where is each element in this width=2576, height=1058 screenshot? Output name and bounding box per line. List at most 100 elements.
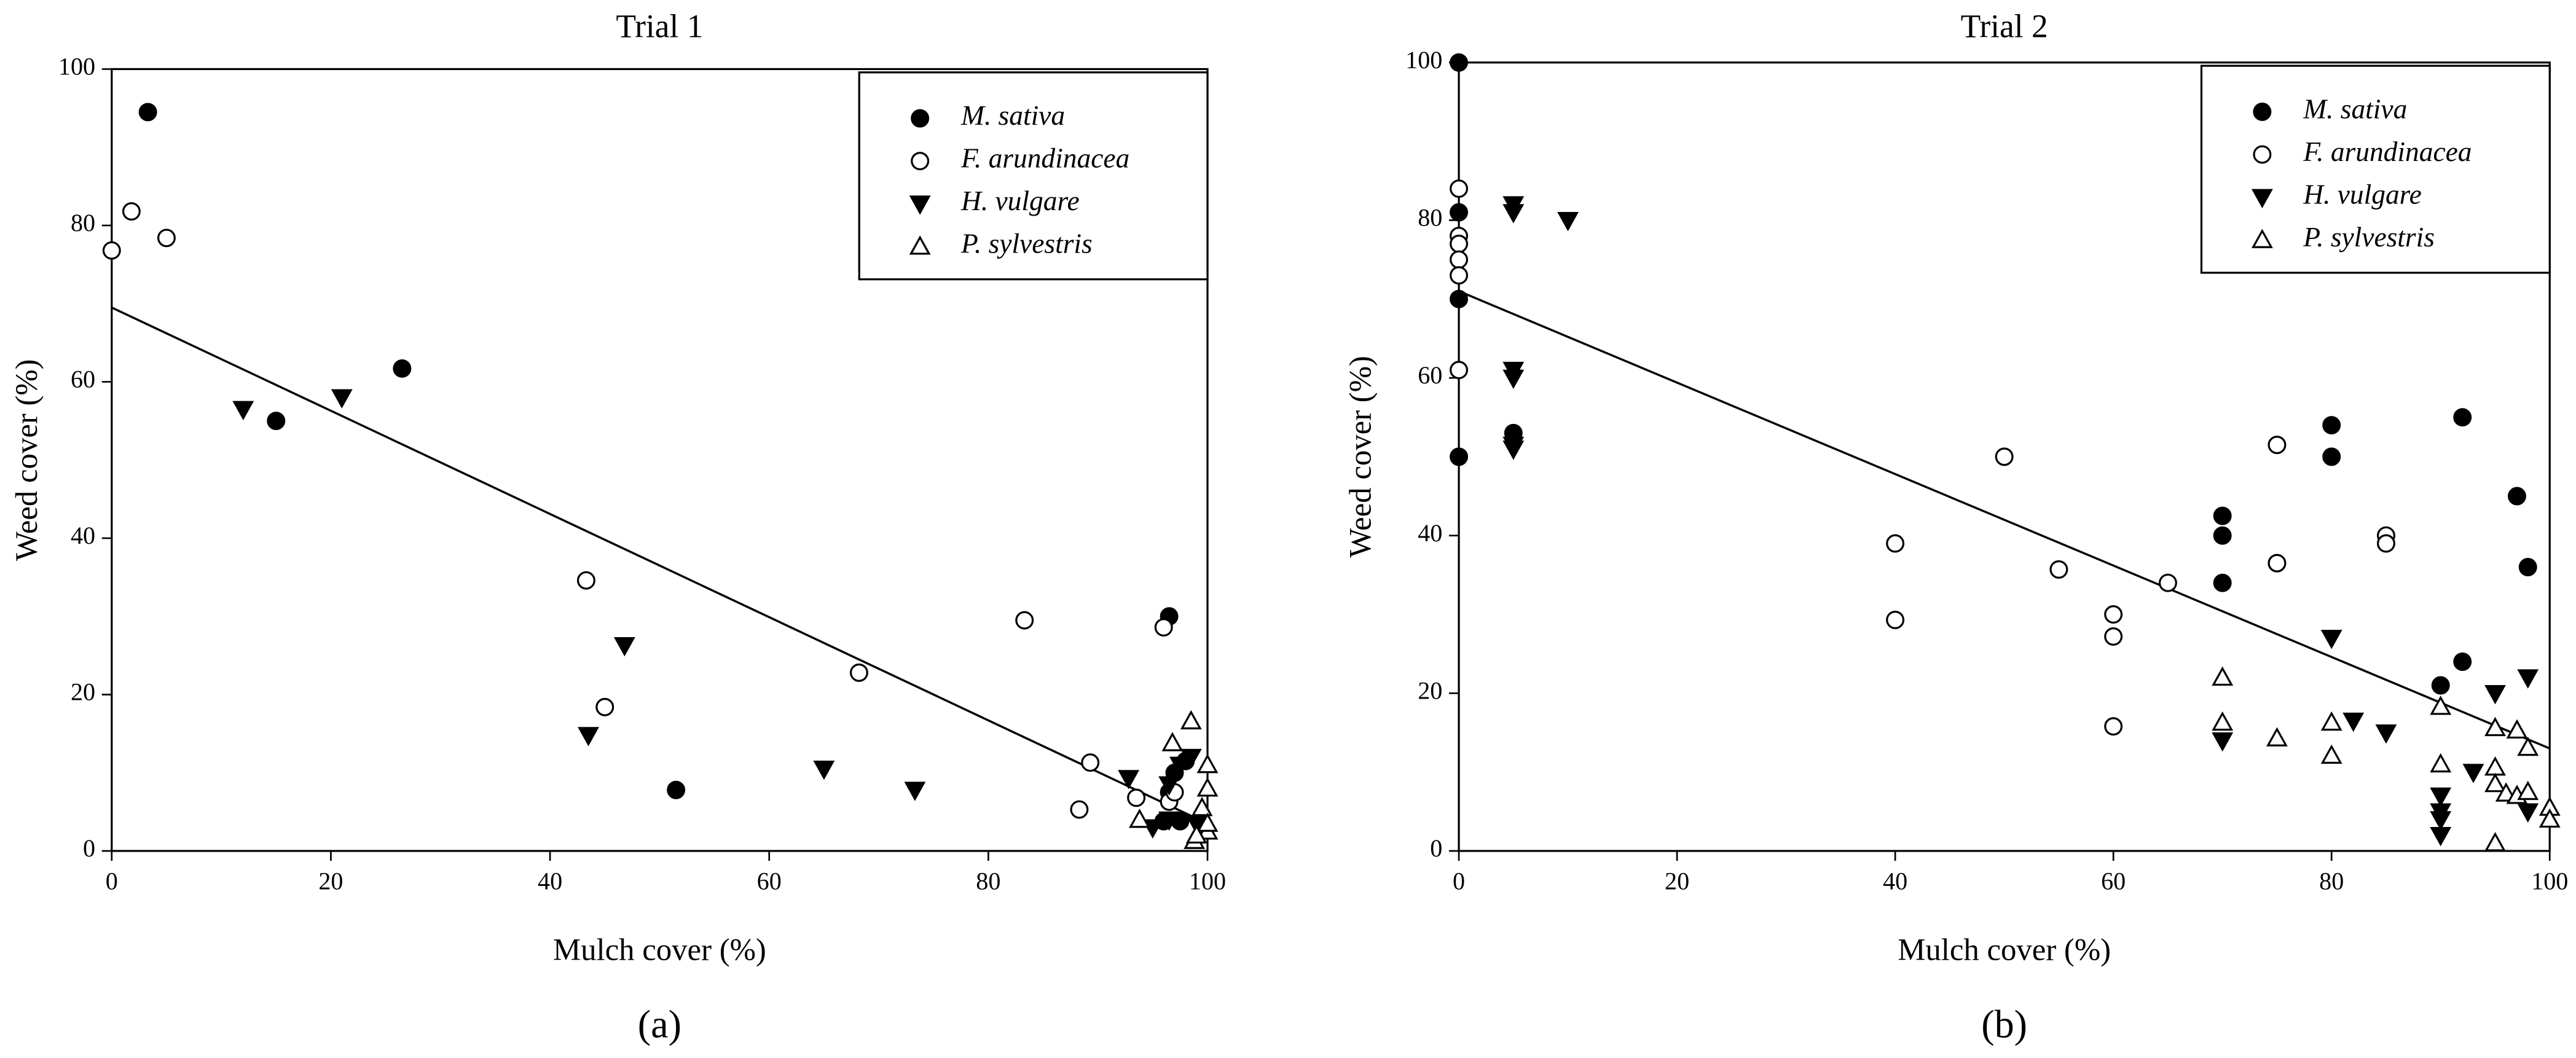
point bbox=[2212, 732, 2234, 752]
legend-label: F. arundinacea bbox=[2303, 136, 2472, 167]
point bbox=[393, 359, 412, 378]
point bbox=[2517, 736, 2539, 756]
point bbox=[2517, 780, 2539, 801]
legend-marker bbox=[909, 195, 931, 215]
point bbox=[904, 782, 926, 801]
point bbox=[2430, 811, 2452, 831]
x-tick-label: 80 bbox=[976, 868, 1000, 895]
legend-marker bbox=[2253, 145, 2272, 164]
point bbox=[2484, 684, 2506, 705]
legend-marker bbox=[909, 235, 931, 255]
legend-marker bbox=[911, 109, 930, 128]
point bbox=[2104, 717, 2123, 736]
y-tick-label: 0 bbox=[83, 834, 95, 862]
legend-label: M. sativa bbox=[960, 100, 1065, 131]
x-tick-label: 60 bbox=[757, 868, 782, 895]
point bbox=[1557, 212, 1579, 232]
legend-label: H. vulgare bbox=[2303, 179, 2422, 210]
legend-marker bbox=[2251, 229, 2273, 248]
point bbox=[1081, 753, 1100, 772]
point bbox=[2158, 573, 2177, 592]
point bbox=[2430, 696, 2452, 715]
x-tick-label: 20 bbox=[318, 868, 343, 895]
point bbox=[2518, 558, 2537, 576]
y-tick-label: 40 bbox=[71, 522, 95, 549]
point bbox=[2462, 764, 2484, 783]
point bbox=[1180, 710, 1202, 730]
point bbox=[1450, 250, 1469, 269]
point bbox=[2320, 744, 2342, 764]
legend-marker bbox=[2253, 102, 2272, 121]
point bbox=[1450, 53, 1469, 72]
x-tick-label: 100 bbox=[2531, 868, 2568, 895]
point bbox=[1129, 809, 1150, 828]
point bbox=[1158, 811, 1180, 831]
point bbox=[2266, 727, 2288, 746]
point bbox=[2322, 416, 2341, 435]
point bbox=[2049, 560, 2068, 579]
point bbox=[2484, 716, 2506, 737]
point bbox=[613, 637, 635, 657]
point bbox=[1015, 611, 1034, 630]
point bbox=[1450, 234, 1469, 253]
point bbox=[2430, 753, 2452, 773]
point bbox=[232, 401, 254, 421]
point bbox=[1191, 797, 1213, 817]
point bbox=[1450, 289, 1469, 308]
point bbox=[1161, 732, 1184, 751]
y-tick-label: 0 bbox=[1430, 834, 1442, 862]
point bbox=[2375, 724, 2397, 744]
point bbox=[2484, 832, 2506, 852]
legend-marker bbox=[911, 152, 930, 171]
point bbox=[1185, 824, 1208, 844]
x-tick-label: 0 bbox=[1453, 868, 1465, 895]
point bbox=[1450, 447, 1469, 466]
point bbox=[1154, 618, 1173, 637]
point bbox=[122, 202, 141, 221]
point bbox=[2430, 826, 2452, 847]
point bbox=[2453, 408, 2472, 427]
x-axis-label: Mulch cover (%) bbox=[553, 932, 766, 966]
y-tick-label: 20 bbox=[1418, 677, 1442, 705]
chart-title: Trial 1 bbox=[616, 8, 703, 45]
legend-label: H. vulgare bbox=[960, 186, 1080, 216]
y-tick-label: 100 bbox=[58, 53, 95, 80]
point bbox=[2213, 506, 2232, 525]
point bbox=[2376, 534, 2395, 553]
point bbox=[2268, 554, 2287, 573]
x-tick-label: 100 bbox=[1189, 868, 1226, 895]
point bbox=[2484, 756, 2506, 776]
chart-title: Trial 2 bbox=[1961, 8, 2048, 45]
point bbox=[2268, 436, 2287, 455]
x-tick-label: 20 bbox=[1665, 868, 1689, 895]
point bbox=[578, 727, 599, 746]
point bbox=[1118, 770, 1140, 790]
point bbox=[2213, 526, 2232, 545]
point bbox=[102, 241, 121, 260]
y-tick-label: 20 bbox=[71, 678, 95, 706]
point bbox=[2320, 711, 2342, 731]
plot-frame bbox=[111, 68, 1209, 852]
point bbox=[2212, 666, 2234, 686]
x-tick-label: 0 bbox=[106, 868, 118, 895]
legend-label: P. sylvestris bbox=[2303, 222, 2435, 253]
point bbox=[331, 389, 353, 409]
point bbox=[2484, 772, 2506, 793]
point bbox=[1450, 266, 1469, 285]
point bbox=[1196, 777, 1219, 797]
point bbox=[267, 412, 286, 431]
point bbox=[1158, 776, 1180, 796]
point bbox=[2517, 669, 2539, 689]
point bbox=[2430, 787, 2452, 807]
y-tick-label: 60 bbox=[1418, 361, 1442, 389]
point bbox=[2539, 808, 2561, 828]
point bbox=[2342, 712, 2365, 732]
point bbox=[2506, 719, 2528, 739]
point bbox=[1886, 534, 1905, 553]
point bbox=[1450, 203, 1469, 222]
point bbox=[138, 103, 157, 122]
point bbox=[667, 780, 686, 799]
y-tick-label: 100 bbox=[1405, 46, 1442, 74]
point bbox=[1450, 179, 1469, 198]
